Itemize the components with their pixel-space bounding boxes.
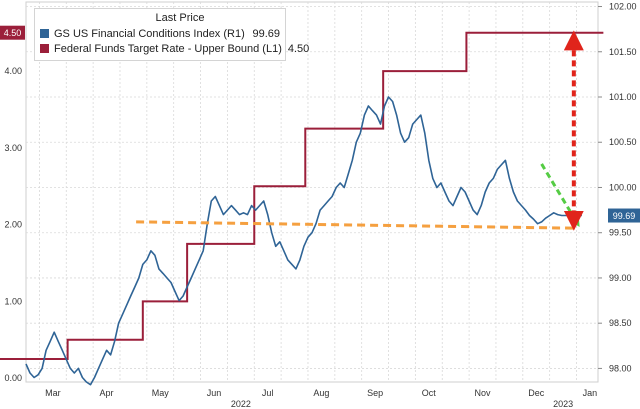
x-year-label: 2022: [231, 399, 251, 409]
x-tick-label: Jan: [583, 388, 598, 398]
fed-funds-line: [0, 31, 604, 360]
legend-label-gs-fci: GS US Financial Conditions Index (R1): [54, 27, 245, 40]
y-right-tick-label: 100.00: [609, 182, 637, 192]
legend-item-gs-fci: GS US Financial Conditions Index (R1) 99…: [40, 26, 280, 41]
y-right-tick-label: 101.50: [609, 47, 637, 57]
x-tick-label: Sep: [367, 388, 383, 398]
last-value-tag-left: [0, 25, 25, 40]
y-left-tick-label: 2.00: [4, 220, 22, 230]
y-left-tick-label: 3.00: [4, 143, 22, 153]
legend-header: Last Price: [155, 12, 205, 24]
x-tick-label: Jul: [262, 388, 274, 398]
x-tick-label: Oct: [422, 388, 437, 398]
legend-swatch-fed-funds: [40, 44, 49, 53]
y-left-tick-label: 1.00: [4, 296, 22, 306]
y-right-tick-label: 100.50: [609, 137, 637, 147]
legend-item-fed-funds: Federal Funds Target Rate - Upper Bound …: [40, 41, 309, 56]
x-tick-label: Jun: [207, 388, 222, 398]
last-value-tag-right-label: 99.69: [613, 211, 636, 221]
y-right-tick-label: 102.00: [609, 2, 637, 12]
y-right-tick-label: 98.00: [609, 363, 632, 373]
x-tick-label: Apr: [100, 388, 114, 398]
x-tick-label: May: [152, 388, 170, 398]
last-value-tag-right: [608, 208, 640, 223]
legend: Last Price GS US Financial Conditions In…: [34, 8, 309, 61]
x-year-label: 2023: [553, 399, 573, 409]
legend-value-fed-funds: 4.50: [287, 42, 310, 55]
legend-swatch-gs-fci: [40, 29, 49, 38]
y-left-tick-label: 4.00: [4, 66, 22, 76]
y-left-tick-label: 0.00: [4, 373, 22, 383]
last-value-tag-left-label: 4.50: [4, 28, 22, 38]
legend-label-fed-funds: Federal Funds Target Rate - Upper Bound …: [54, 42, 282, 55]
orange-dashed-support-line: [136, 220, 577, 230]
x-tick-label: Nov: [475, 388, 492, 398]
y-right-tick-label: 99.00: [609, 273, 632, 283]
x-tick-label: Dec: [528, 388, 545, 398]
x-tick-label: Aug: [313, 388, 329, 398]
y-right-tick-label: 99.50: [609, 228, 632, 238]
x-tick-label: Mar: [45, 388, 61, 398]
y-right-tick-label: 98.50: [609, 318, 632, 328]
y-right-tick-label: 101.00: [609, 92, 637, 102]
legend-value-gs-fci: 99.69: [252, 27, 280, 40]
gs-fci-line: [25, 96, 582, 386]
green-dashed-arrow: [540, 163, 580, 227]
